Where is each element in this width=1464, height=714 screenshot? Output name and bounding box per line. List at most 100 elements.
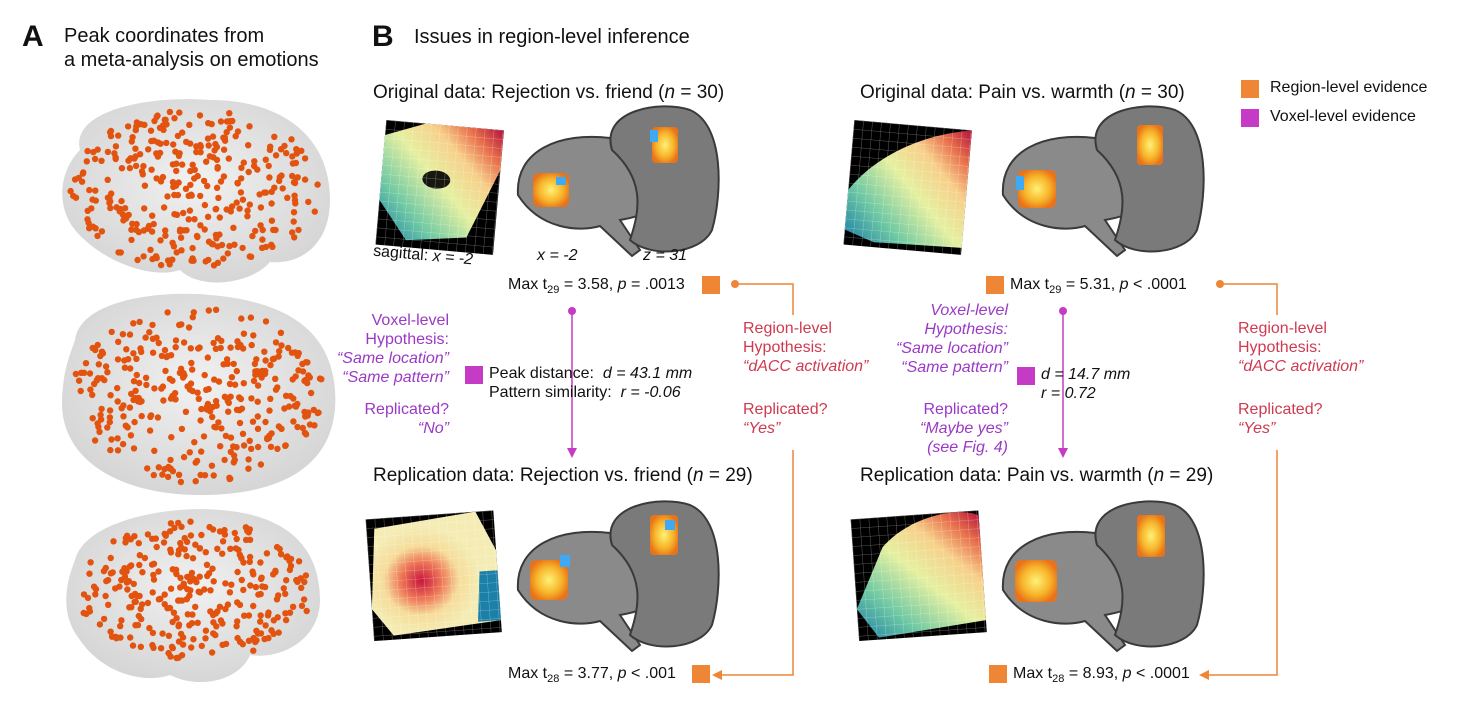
peak-dot xyxy=(162,367,169,375)
peak-dot xyxy=(196,344,203,351)
panel-a-title-line1: Peak coordinates from xyxy=(64,25,265,47)
peak-dot xyxy=(125,211,132,219)
peak-dot xyxy=(212,140,219,148)
peak-dot xyxy=(206,523,213,531)
left-region-answer: “Yes” xyxy=(743,420,781,437)
peak-dot xyxy=(289,603,297,610)
peak-dot xyxy=(249,232,256,240)
peak-dot xyxy=(209,133,217,140)
peak-dot xyxy=(249,418,257,425)
peak-dot xyxy=(274,445,281,452)
peak-dot xyxy=(230,360,237,368)
peak-dot xyxy=(107,204,114,212)
peak-dot xyxy=(153,175,160,182)
peak-dot xyxy=(167,653,174,660)
peak-dot xyxy=(149,629,157,637)
peak-dot xyxy=(258,244,266,252)
peak-dot xyxy=(252,638,259,646)
peak-dot xyxy=(94,232,101,240)
peak-dot xyxy=(110,538,117,545)
peak-dot xyxy=(132,622,139,629)
peak-dot xyxy=(276,348,283,355)
peak-dot xyxy=(92,591,99,598)
peak-dot xyxy=(217,617,225,624)
right-voxel-hyp-1: Voxel-level xyxy=(930,302,1008,319)
peak-dot xyxy=(98,405,105,413)
peak-dot xyxy=(102,363,110,370)
peak-dot xyxy=(161,530,168,537)
peak-dot xyxy=(212,424,220,431)
peak-dot xyxy=(219,550,226,557)
peak-dot xyxy=(106,414,114,421)
left-voxel-hyp-4: “Same pattern” xyxy=(342,369,449,386)
peak-dot xyxy=(107,392,114,399)
peak-dot xyxy=(185,324,193,331)
peak-dot xyxy=(234,568,241,576)
peak-dot xyxy=(185,216,192,223)
peak-dot xyxy=(140,227,148,234)
peak-dot xyxy=(289,376,296,383)
peak-dot xyxy=(226,589,234,596)
panel-a-title-line2: a meta-analysis on emotions xyxy=(64,49,319,71)
peak-dot xyxy=(229,117,236,125)
peak-dot xyxy=(139,171,146,178)
peak-dot xyxy=(167,456,174,464)
peak-dot xyxy=(169,239,176,246)
left-original-title: Original data: Rejection vs. friend (n =… xyxy=(373,82,725,103)
peak-dot xyxy=(270,226,277,234)
peak-dot xyxy=(204,400,212,408)
peak-dot xyxy=(164,353,171,360)
peak-dot xyxy=(84,147,91,155)
peak-dot xyxy=(196,573,203,580)
peak-dot xyxy=(172,567,180,574)
peak-dot xyxy=(164,309,171,316)
peak-dot xyxy=(128,236,135,244)
peak-dot xyxy=(197,222,204,229)
peak-dot xyxy=(233,623,240,630)
peak-dot xyxy=(126,404,134,411)
peak-dot xyxy=(170,609,178,616)
peak-dot xyxy=(294,423,301,431)
peak-dot xyxy=(132,145,139,152)
peak-dot xyxy=(203,158,210,165)
peak-dot xyxy=(304,379,311,387)
peak-dot xyxy=(250,647,257,654)
peak-dot xyxy=(302,431,310,438)
peak-dot xyxy=(172,396,179,403)
peak-dot xyxy=(189,314,196,321)
peak-dot xyxy=(266,407,273,414)
peak-dot xyxy=(190,636,197,643)
peak-dot xyxy=(191,216,198,223)
peak-dot xyxy=(227,545,234,552)
peak-dot xyxy=(220,361,227,368)
peak-dot xyxy=(178,652,186,659)
peak-dot xyxy=(92,187,99,194)
peak-dot xyxy=(223,356,231,363)
peak-dot xyxy=(123,579,131,586)
peak-dot xyxy=(105,601,112,608)
peak-dot xyxy=(126,164,134,172)
right-voxel-hyp-4: “Same pattern” xyxy=(901,359,1008,376)
peak-dot xyxy=(189,161,196,168)
peak-dot xyxy=(272,339,280,346)
peak-dot xyxy=(233,367,240,375)
brain-slice-left-original xyxy=(516,105,720,258)
peak-dot xyxy=(189,387,196,395)
peak-dot xyxy=(267,395,274,402)
peak-dot xyxy=(245,465,252,472)
peak-dot xyxy=(176,109,183,116)
peak-dot xyxy=(155,339,162,347)
peak-dot xyxy=(151,117,158,125)
peak-dot xyxy=(67,187,74,195)
peak-dot xyxy=(177,584,184,591)
peak-dot xyxy=(247,253,255,260)
peak-dot xyxy=(166,108,174,116)
peak-dot xyxy=(302,572,310,579)
peak-dot xyxy=(194,233,201,241)
heatmap-left-replication xyxy=(365,510,502,642)
peak-dot xyxy=(262,156,269,163)
peak-dot xyxy=(128,592,135,600)
peak-dot xyxy=(220,173,228,180)
peak-dot xyxy=(234,179,241,187)
peak-dot xyxy=(240,586,247,594)
